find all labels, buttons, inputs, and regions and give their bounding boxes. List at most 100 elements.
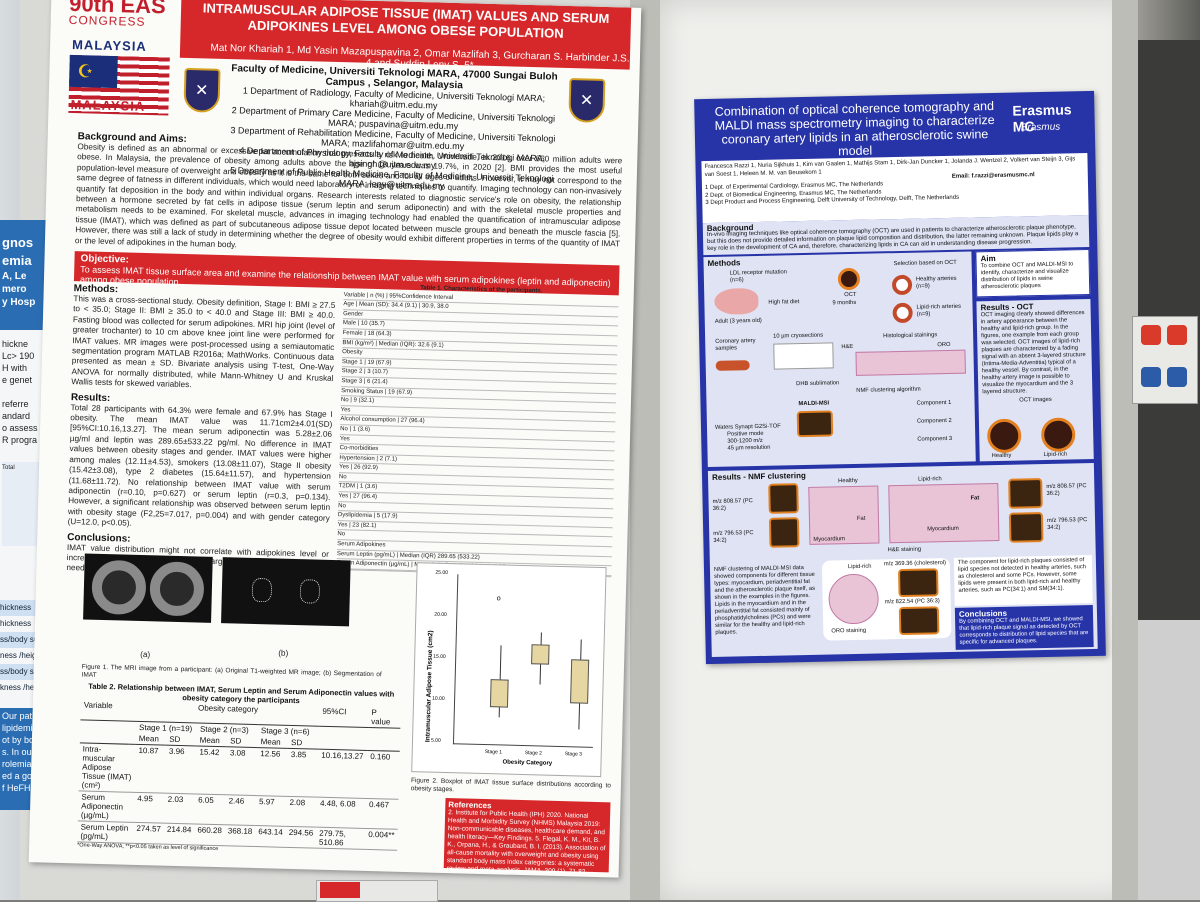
table-cell: 3.96 (168, 746, 185, 757)
nmf-description: NMF clustering of MALDI-MSI data showed … (713, 565, 816, 636)
lipid-rich-he-image (888, 482, 1000, 544)
nmf-mz-label: m/z 808.57 (PC 36:2) (1046, 483, 1087, 497)
nmf-image (1008, 478, 1043, 509)
background-section: Background In-vivo imaging techniques li… (702, 215, 1090, 256)
artery-ring-icon (892, 302, 913, 324)
oct-healthy-image (986, 418, 1022, 454)
oct-lipid-rich-image (1040, 417, 1076, 453)
table-cell: 3.85 (290, 749, 307, 760)
university-crest-icon (568, 78, 606, 123)
table-cell: 0.467 (368, 800, 390, 810)
table-cell: 3.08 (229, 748, 246, 758)
oro-mz-label: m/z 822.54 (PC 36:3) (884, 598, 940, 606)
far-left-header-text: gnos emia A, Le mero y Hosp (2, 235, 36, 308)
ytick: 10.00 (432, 695, 445, 702)
cryosection-slide (773, 342, 834, 370)
methods-label: Lipid-rich arteries (n=9) (916, 303, 962, 318)
xtick: Stage 2 (524, 750, 543, 757)
methods-label: Component 2 (916, 417, 952, 425)
oro-mz-image (898, 606, 940, 636)
nmf-mz-label: m/z 796.53 (PC 34:2) (713, 530, 754, 544)
table-cell: 2.46 (228, 796, 245, 806)
table-cell: 368.18 (227, 826, 253, 836)
fig2-caption: Figure 2. Boxplot of IMAT tissue surface… (410, 777, 612, 794)
box-stage1 (489, 679, 509, 708)
table-cell: 2.03 (167, 794, 184, 805)
socket-red (1167, 325, 1187, 345)
leaflet-label (320, 882, 360, 898)
methods-label: Coronary artery samples (715, 338, 756, 352)
nmf-image (1008, 512, 1044, 543)
aim-box: Aim To combine OCT and MALDI-MSI to iden… (975, 249, 1091, 298)
histology-images (855, 349, 966, 376)
table-cell: 12.56 (260, 749, 281, 759)
boxplot-figure: Intramuscular Adipose Tissue (cm2) 25.00… (411, 562, 607, 778)
table-cell: 4.48, 6.08 (319, 798, 356, 809)
oro-stain-image (828, 573, 880, 625)
methods-label: 10 µm cryosections (773, 332, 824, 340)
methods-label: Adult (3 years old) (714, 317, 762, 325)
far-left-text-block: hickne Lc> 190 H with e genet referre an… (2, 339, 38, 445)
methods-section: Methods: This was a cross-sectional stud… (66, 283, 336, 575)
xtick: Stage 3 (564, 751, 583, 758)
table-cell: 4.95 (137, 793, 153, 804)
artery-sample-icon (715, 360, 750, 371)
nmf-label: Myocardium (927, 525, 959, 533)
nmf-mz-label: m/z 808.57 (PC 36:2) (712, 498, 753, 512)
methods-label: H&E (841, 343, 854, 351)
mri-original-image (83, 553, 213, 623)
table-2: Table 2. Relationship between IMAT, Seru… (77, 681, 401, 856)
imat-poster: 90th EAS CONGRESS INTRAMUSCULAR ADIPOSE … (28, 0, 642, 878)
methods-label: NMF clustering algorithm (856, 386, 921, 394)
table-cell: 10.16,13.27 (321, 750, 364, 761)
nmf-label: Fat (970, 495, 980, 502)
methods-label: DHB sublimation (796, 380, 840, 388)
table-cell: 5.97 (258, 797, 275, 807)
methods-label: MALDI-MSI (798, 400, 830, 408)
nmf-results-panel: Results - NMF clustering m/z 808.57 (PC … (707, 462, 1098, 658)
references-box: References 2. Institute for Public Healt… (443, 798, 611, 876)
ytick: 5.00 (430, 737, 441, 744)
conclusions-box: Conclusions By combining OCT and MALDI-M… (954, 605, 1094, 650)
ytick: 15.00 (433, 653, 446, 660)
methods-label: OCT (844, 291, 857, 299)
table-cell: 0.004** (368, 830, 395, 840)
methods-heading: Methods (707, 258, 741, 269)
table-cell: 279.75, 510.86 (318, 828, 347, 848)
pig-icon (714, 287, 759, 315)
methods-label: High fat diet (768, 299, 800, 306)
methods-label: 45 µm resolution (727, 444, 771, 452)
nmf-label: Lipid-rich (918, 476, 942, 483)
country-label-lower: MALAYSIA (70, 96, 146, 114)
table-cell: 274.57 (136, 823, 162, 834)
table-row: Intra-muscular Adipose Tissue (IMAT) (cm… (78, 742, 400, 800)
oro-figure: Lipid-rich ORO staining m/z 369.36 (chol… (821, 557, 952, 641)
nmf-image (768, 483, 799, 514)
artery-ring-icon (891, 274, 913, 296)
methods-label: Selection based on OCT (893, 259, 957, 268)
table-cell: Serum Leptin (pg/mL) (80, 822, 129, 842)
table-cell: 2.08 (289, 797, 306, 808)
oct-maldi-poster: Combination of optical coherence tomogra… (694, 90, 1106, 665)
box-stage3 (570, 659, 590, 704)
oro-mz-image (898, 568, 939, 598)
nmf-label: Myocardium (813, 536, 846, 543)
crescent-star-icon: ☪ (77, 61, 94, 82)
table-cell: Intra-muscular Adipose Tissue (IMAT) (cm… (81, 744, 132, 790)
socket-blue (1141, 367, 1161, 387)
component-box: The component for lipid-rich plaques con… (953, 555, 1093, 606)
table-cell: 214.84 (166, 824, 192, 835)
congress-logo-sub: CONGRESS (68, 12, 146, 29)
authors-block: Francesca Razzi 1, Nuria Sijkhuis 1, Kim… (701, 153, 1089, 224)
ytick: 25.00 (435, 569, 449, 577)
board-right-post (1112, 0, 1138, 900)
socket-red (1141, 325, 1161, 345)
table-cell: 660.28 (197, 825, 222, 836)
oct-healthy-label: Healthy (991, 452, 1012, 460)
nmf-label: Fat (856, 515, 866, 522)
results-oct-panel: Results - OCT OCT imaging clearly showed… (976, 298, 1094, 462)
table-cell: 10.87 (138, 745, 159, 756)
nmf-mz-label: m/z 796.53 (PC 34:2) (1046, 517, 1088, 531)
xtick: Stage 1 (484, 749, 503, 756)
poster-title: Combination of optical coherence tomogra… (714, 98, 995, 159)
